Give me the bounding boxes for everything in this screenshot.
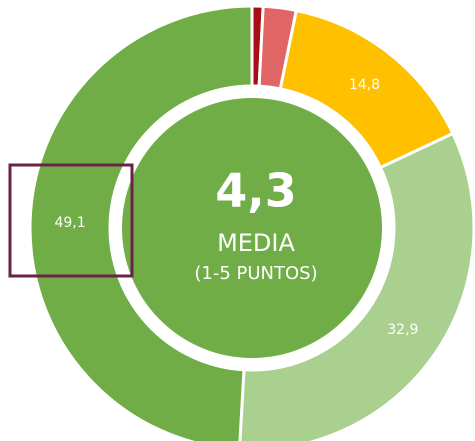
data-label: 14,8 <box>349 77 380 93</box>
slice <box>238 131 475 441</box>
data-label: 49,1 <box>54 215 85 231</box>
data-label: 32,9 <box>387 322 418 338</box>
center-disc <box>114 90 390 366</box>
slice <box>28 4 254 441</box>
slices <box>28 4 475 441</box>
center-sublabel: (1-5 PUNTOS) <box>194 263 317 284</box>
center-label: MEDIA <box>217 229 295 257</box>
highlight-box <box>8 163 134 278</box>
center-value: 4,3 <box>215 164 297 218</box>
